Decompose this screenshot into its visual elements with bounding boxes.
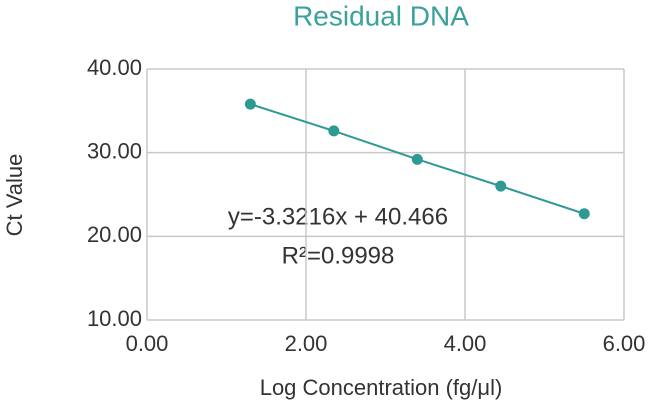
y-axis-label: Ct Value <box>2 154 27 237</box>
y-tick-label: 20.00 <box>87 222 142 247</box>
data-point <box>411 153 423 165</box>
y-tick-label: 10.00 <box>87 306 142 331</box>
data-point <box>328 125 340 137</box>
data-point <box>578 208 590 220</box>
x-tick-label: 2.00 <box>285 331 328 356</box>
data-point <box>495 180 507 192</box>
data-point <box>244 98 256 110</box>
y-tick-label: 30.00 <box>87 138 142 163</box>
x-tick-label: 4.00 <box>444 331 487 356</box>
chart-title: Residual DNA <box>293 0 469 31</box>
x-tick-label: 6.00 <box>603 331 646 356</box>
x-axis-label: Log Concentration (fg/μl) <box>260 375 503 400</box>
x-tick-label: 0.00 <box>126 331 169 356</box>
r-squared: R²=0.9998 <box>282 242 395 269</box>
equation: y=-3.3216x + 40.466 <box>228 203 448 230</box>
y-tick-label: 40.00 <box>87 55 142 80</box>
